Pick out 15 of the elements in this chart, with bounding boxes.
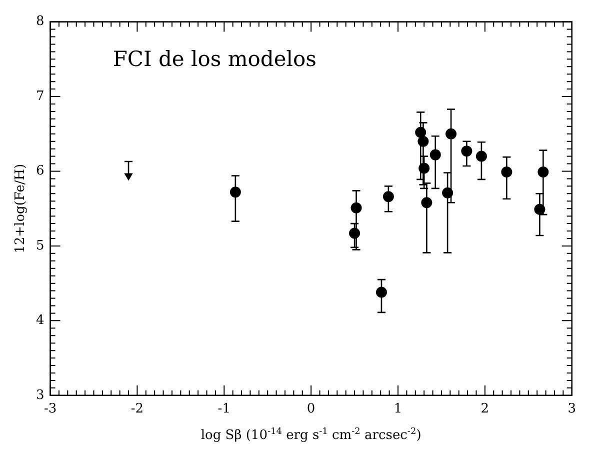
x-tick-label: -3 <box>44 402 57 417</box>
y-tick-label: 3 <box>36 388 44 403</box>
y-tick-label: 8 <box>36 14 44 30</box>
x-tick-label: -2 <box>130 402 144 417</box>
x-tick-label: -1 <box>218 402 230 417</box>
y-tick-label: 7 <box>36 88 44 104</box>
x-tick-label: 2 <box>480 402 490 417</box>
y-tick-label: 5 <box>36 238 44 254</box>
x-tick-label: 3 <box>568 402 576 417</box>
x-tick-label: 0 <box>306 402 316 417</box>
x-tick-label: 1 <box>394 402 402 417</box>
y-tick-label: 6 <box>36 164 44 179</box>
y-axis-title: 12+log(Fe/H) <box>13 164 28 254</box>
y-tick-label: 4 <box>36 313 44 328</box>
text: FCI de los modelos <box>112 46 316 71</box>
